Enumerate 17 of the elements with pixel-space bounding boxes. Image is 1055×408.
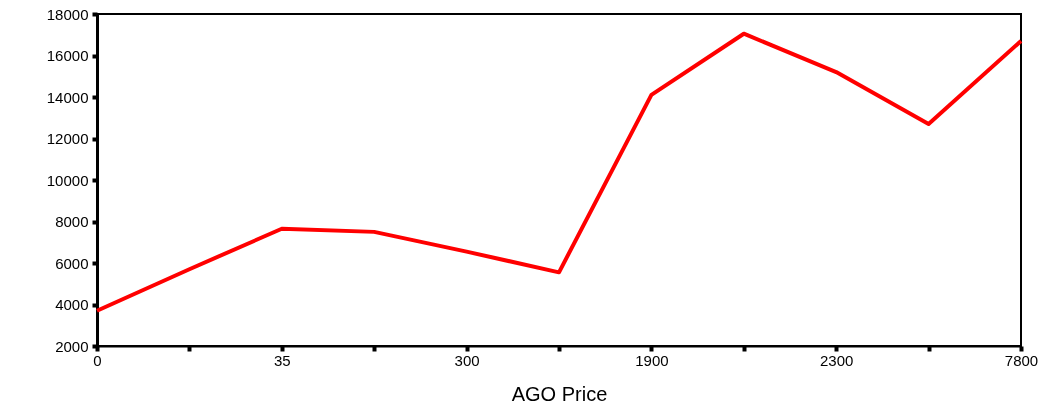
y-tick-label: 16000 (46, 47, 89, 64)
x-tick-label: 35 (273, 351, 291, 369)
y-tick-label: 8000 (55, 213, 89, 230)
y-tick-label: 18000 (46, 5, 89, 23)
x-tick-label: 300 (454, 351, 480, 369)
x-tick-label: 0 (93, 351, 102, 369)
line-series (95, 31, 1023, 313)
y-tick-label: 12000 (46, 130, 89, 147)
y-tick-label: 14000 (46, 88, 89, 106)
y-tick-label: 10000 (46, 171, 89, 189)
y-tick-label: 2000 (55, 337, 89, 355)
x-tick-label: 2300 (820, 351, 854, 369)
y-tick-label: 6000 (55, 254, 89, 272)
y-tick-label: 4000 (55, 296, 89, 313)
x-tick-label: 7800 (1004, 351, 1039, 369)
x-axis-title: AGO Price (511, 382, 608, 405)
x-tick-label: 1900 (635, 351, 669, 369)
